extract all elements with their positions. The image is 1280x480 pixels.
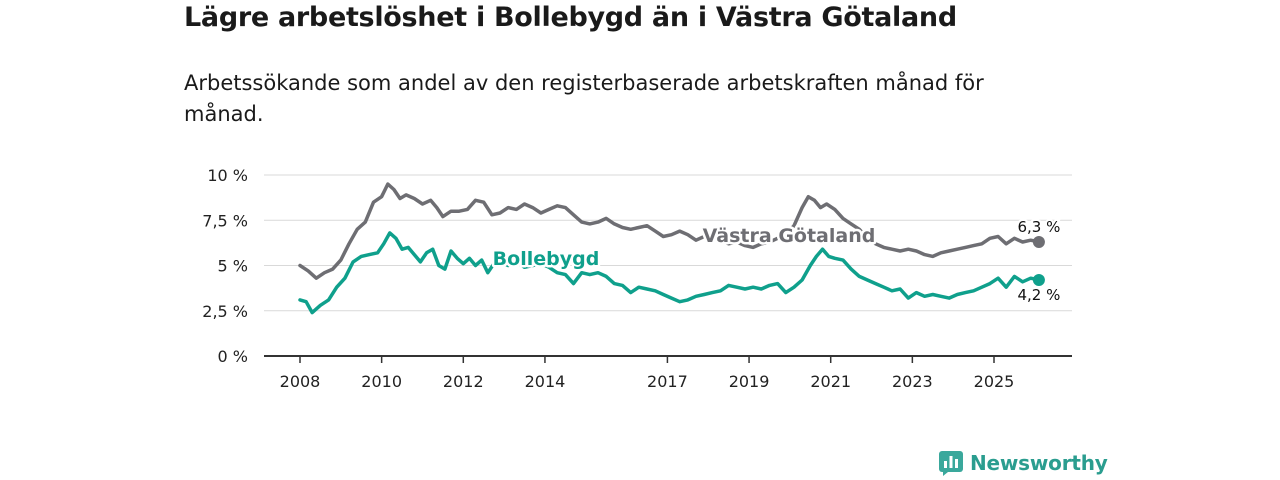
y-tick-label: 5 %: [218, 257, 248, 276]
x-tick-label: 2014: [525, 372, 566, 391]
last-value-label-bollebygd: 4,2 %: [1017, 286, 1060, 304]
chart-subtitle: Arbetssökande som andel av den registerb…: [184, 71, 984, 126]
y-tick-label: 10 %: [207, 166, 248, 185]
last-point-marker-bollebygd: [1032, 273, 1045, 286]
series-label-vastra-gotaland: Västra Götaland: [703, 225, 876, 247]
x-tick-label: 2025: [974, 372, 1015, 391]
line-chart: 0 % 2,5 % 5 % 7,5 % 10 % 2008 2010 2012 2014 2017…: [202, 166, 1072, 391]
last-value-label-vastra-gotaland: 6,3 %: [1017, 218, 1060, 236]
y-tick-label: 7,5 %: [202, 211, 248, 230]
x-tick-label: 2021: [810, 372, 851, 391]
newsworthy-logo: Newsworthy: [938, 450, 1108, 476]
series-line-vastra-gotaland: [298, 182, 1041, 280]
x-tick-label: 2019: [729, 372, 770, 391]
y-tick-label: 2,5 %: [202, 302, 248, 321]
x-tick-label: 2012: [443, 372, 484, 391]
chart-title: Lägre arbetslöshet i Bollebygd än i Väst…: [184, 2, 957, 33]
brand-name: Newsworthy: [970, 451, 1108, 475]
x-tick-label: 2017: [647, 372, 688, 391]
series-line-bollebygd: [298, 231, 1041, 315]
y-tick-label: 0 %: [218, 347, 248, 366]
bar-chart-logo-icon: [939, 451, 963, 476]
last-point-marker-vastra-gotaland: [1032, 235, 1045, 248]
series-label-bollebygd: Bollebygd: [493, 248, 600, 270]
x-tick-label: 2023: [892, 372, 933, 391]
x-tick-label: 2010: [361, 372, 402, 391]
x-tick-label: 2008: [280, 372, 321, 391]
